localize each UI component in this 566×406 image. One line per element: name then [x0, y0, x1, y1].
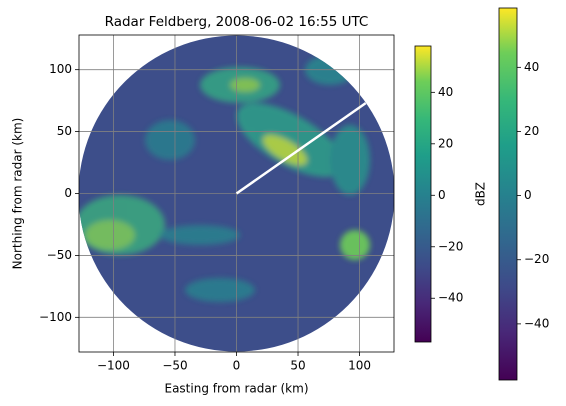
colorbar-tick-label: −40 — [524, 316, 549, 330]
colorbar-tick-label: 40 — [524, 60, 539, 74]
y-tick-label: 0 — [64, 186, 72, 200]
colorbar-tick-label: 20 — [524, 124, 539, 138]
y-tick-label: −50 — [47, 248, 72, 262]
x-tick-label: −100 — [97, 359, 130, 373]
x-tick-label: −50 — [162, 359, 187, 373]
colorbar-tick-label: 40 — [438, 85, 453, 99]
chart-title: Radar Feldberg, 2008-06-02 16:55 UTC — [105, 14, 369, 30]
colorbar-tick-label: 20 — [438, 136, 453, 150]
colorbar-label: dBZ — [474, 182, 488, 206]
colorbar-tick-label: −40 — [438, 291, 463, 305]
colorbar-tick-label: 0 — [438, 188, 446, 202]
colorbar — [498, 7, 518, 381]
y-tick-label: 100 — [49, 62, 72, 76]
colorbar-tick-label: −20 — [438, 239, 463, 253]
x-axis-label: Easting from radar (km) — [164, 382, 308, 396]
x-tick-label: 50 — [290, 359, 305, 373]
x-tick-label: 100 — [348, 359, 371, 373]
colorbar — [414, 45, 432, 343]
y-tick-label: −100 — [39, 310, 72, 324]
y-tick-label: 50 — [57, 124, 72, 138]
x-tick-label: 0 — [233, 359, 241, 373]
y-axis-label: Northing from radar (km) — [11, 118, 25, 270]
colorbar-tick-label: −20 — [524, 252, 549, 266]
colorbar-tick-label: 0 — [524, 188, 532, 202]
beam-line — [235, 102, 367, 195]
